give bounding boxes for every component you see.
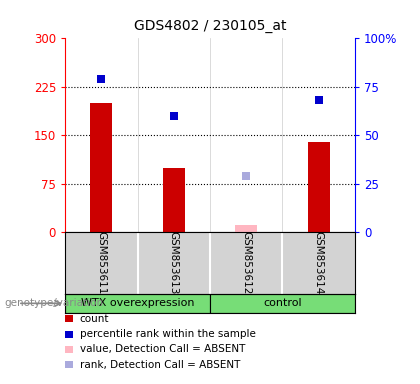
Text: count: count bbox=[80, 314, 109, 324]
Text: value, Detection Call = ABSENT: value, Detection Call = ABSENT bbox=[80, 344, 245, 354]
Text: control: control bbox=[263, 298, 302, 308]
Text: GSM853611: GSM853611 bbox=[96, 231, 106, 295]
Bar bbox=[308, 142, 330, 232]
Text: GSM853614: GSM853614 bbox=[314, 231, 324, 295]
Text: percentile rank within the sample: percentile rank within the sample bbox=[80, 329, 256, 339]
Text: genotype/variation: genotype/variation bbox=[4, 298, 103, 308]
Title: GDS4802 / 230105_at: GDS4802 / 230105_at bbox=[134, 19, 286, 33]
Bar bbox=[65, 294, 210, 313]
Bar bbox=[210, 294, 355, 313]
Bar bbox=[90, 103, 112, 232]
Bar bbox=[235, 225, 257, 232]
Text: WTX overexpression: WTX overexpression bbox=[81, 298, 194, 308]
Text: rank, Detection Call = ABSENT: rank, Detection Call = ABSENT bbox=[80, 360, 240, 370]
Text: GSM853613: GSM853613 bbox=[169, 231, 179, 295]
Bar bbox=[163, 168, 185, 232]
Text: GSM853612: GSM853612 bbox=[241, 231, 251, 295]
